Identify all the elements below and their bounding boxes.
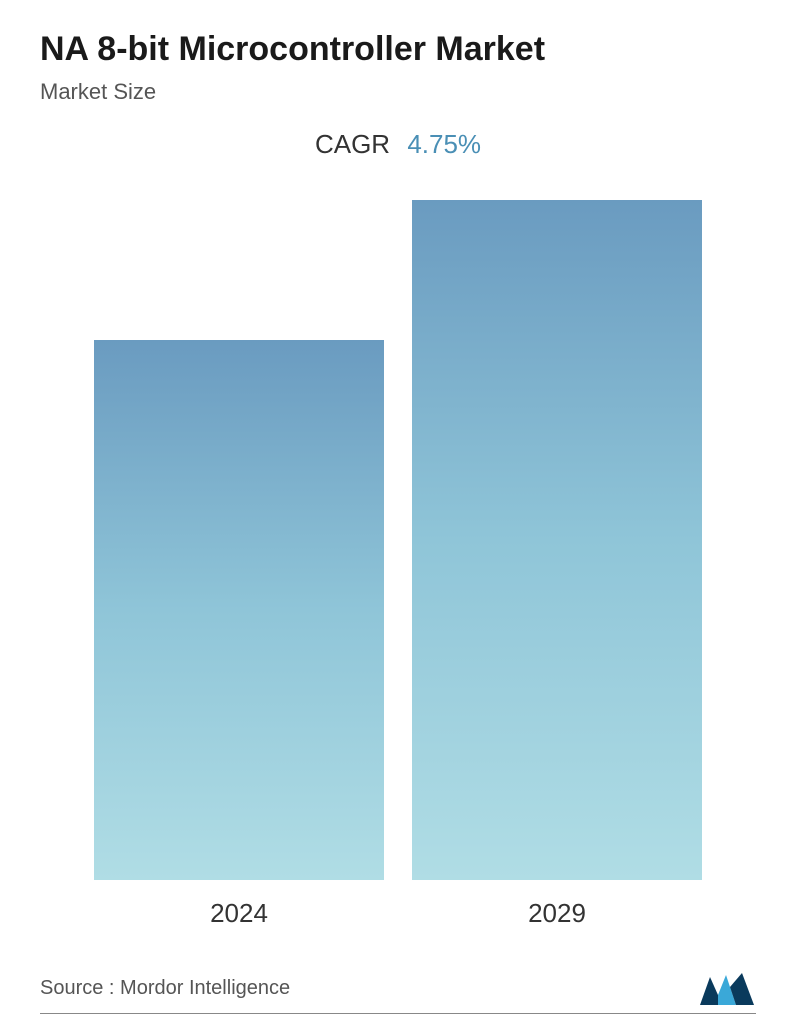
- bar-group-0: 2024: [94, 340, 384, 929]
- chart-subtitle: Market Size: [40, 79, 756, 105]
- chart-title: NA 8-bit Microcontroller Market: [40, 30, 756, 69]
- chart-container: NA 8-bit Microcontroller Market Market S…: [0, 0, 796, 1034]
- bar-0: [94, 340, 384, 880]
- cagr-label: CAGR: [315, 129, 390, 159]
- chart-area: 2024 2029: [40, 180, 756, 949]
- bar-group-1: 2029: [412, 200, 702, 929]
- bar-label-0: 2024: [210, 898, 268, 929]
- cagr-row: CAGR 4.75%: [40, 129, 756, 160]
- cagr-value: 4.75%: [407, 129, 481, 159]
- bar-label-1: 2029: [528, 898, 586, 929]
- bar-1: [412, 200, 702, 880]
- footer: Source : Mordor Intelligence: [40, 959, 756, 1014]
- mordor-logo-icon: [698, 969, 756, 1007]
- source-text: Source : Mordor Intelligence: [40, 977, 290, 1000]
